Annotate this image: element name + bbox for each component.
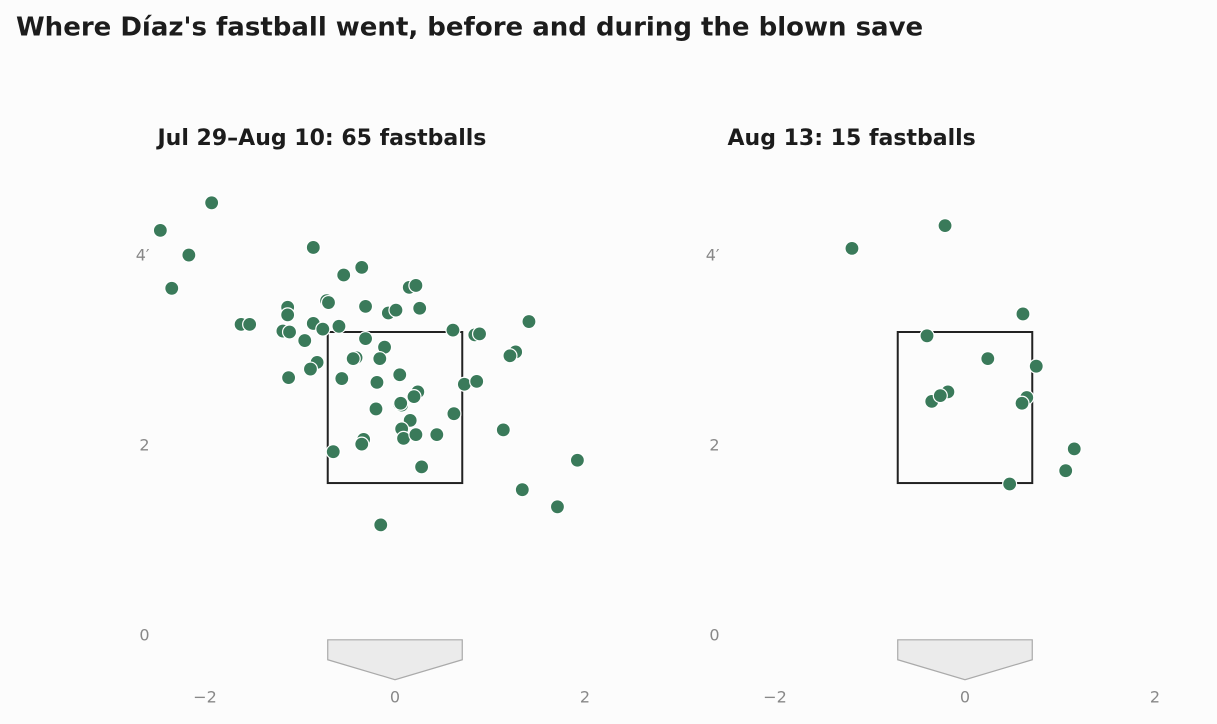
y-tick-label: 2 bbox=[709, 436, 719, 455]
x-tick-label: 0 bbox=[390, 688, 400, 707]
pitch-point bbox=[932, 388, 948, 404]
pitch-point bbox=[336, 267, 352, 283]
pitch-point bbox=[164, 280, 180, 296]
y-tick-label: 0 bbox=[709, 626, 719, 645]
x-tick-label: −2 bbox=[763, 688, 787, 707]
pitch-point bbox=[980, 351, 996, 367]
pitch-point bbox=[408, 277, 424, 294]
panel-title: Jul 29–Aug 10: 65 fastballs bbox=[156, 126, 487, 151]
pitch-point bbox=[204, 195, 220, 211]
y-tick-label: 4′ bbox=[706, 246, 720, 265]
pitch-point bbox=[320, 294, 337, 311]
pitch-point bbox=[281, 324, 298, 340]
pitch-point bbox=[373, 517, 389, 533]
y-tick-label: 2 bbox=[139, 436, 149, 455]
y-tick-label: 0 bbox=[139, 626, 149, 645]
pitch-point bbox=[1066, 441, 1082, 457]
pitch-point bbox=[414, 459, 430, 475]
pitch-point bbox=[357, 298, 374, 314]
pitch-point bbox=[242, 316, 258, 332]
pitch-point bbox=[388, 302, 404, 318]
pitch-point bbox=[446, 406, 462, 422]
pitch-point bbox=[302, 361, 319, 377]
pitch-point bbox=[1058, 463, 1074, 479]
pitch-point bbox=[368, 401, 384, 417]
pitch-point bbox=[445, 322, 461, 338]
pitch-point bbox=[456, 376, 472, 392]
pitch-point bbox=[372, 351, 388, 367]
pitch-point bbox=[937, 218, 953, 234]
pitch-point bbox=[325, 444, 341, 460]
pitch-point bbox=[305, 239, 321, 256]
pitch-point bbox=[514, 482, 530, 498]
pitch-point bbox=[844, 240, 860, 256]
pitch-point bbox=[152, 222, 168, 238]
pitch-point bbox=[392, 367, 408, 383]
pitch-point bbox=[334, 370, 350, 387]
pitch-point bbox=[406, 389, 422, 405]
pitch-point bbox=[280, 307, 296, 323]
pitch-point bbox=[412, 300, 428, 316]
pitch-point bbox=[471, 326, 488, 342]
pitch-point bbox=[1002, 476, 1018, 492]
y-tick-label: 4′ bbox=[136, 246, 150, 265]
page-title: Where Díaz's fastball went, before and d… bbox=[16, 13, 923, 43]
pitch-point bbox=[1028, 358, 1044, 374]
pitch-point bbox=[1014, 395, 1030, 411]
pitch-point bbox=[354, 259, 370, 275]
strike-zone bbox=[326, 331, 464, 485]
pitch-point bbox=[297, 332, 313, 349]
pitch-point bbox=[569, 452, 586, 468]
x-tick-label: 2 bbox=[1150, 688, 1160, 707]
pitch-point bbox=[429, 427, 445, 443]
pitch-point bbox=[502, 348, 518, 364]
pitch-point bbox=[369, 374, 385, 390]
x-tick-label: 2 bbox=[580, 688, 590, 707]
home-plate bbox=[327, 639, 463, 681]
pitch-point bbox=[331, 318, 347, 334]
pitch-point bbox=[345, 351, 361, 367]
pitch-point bbox=[408, 427, 424, 443]
strike-zone bbox=[896, 331, 1034, 485]
pitch-point bbox=[495, 422, 511, 438]
pitch-point bbox=[469, 373, 485, 389]
panel-title: Aug 13: 15 fastballs bbox=[728, 126, 976, 151]
pitch-point bbox=[393, 395, 409, 411]
home-plate bbox=[897, 639, 1033, 681]
pitch-point bbox=[354, 436, 370, 452]
pitch-point bbox=[315, 321, 331, 337]
pitch-point bbox=[181, 247, 197, 263]
x-tick-label: 0 bbox=[960, 688, 970, 707]
x-tick-label: −2 bbox=[193, 688, 217, 707]
pitch-point bbox=[1015, 306, 1031, 322]
pitch-point bbox=[281, 370, 297, 386]
pitch-point bbox=[357, 331, 374, 347]
pitch-point bbox=[919, 328, 935, 344]
pitch-point bbox=[549, 499, 566, 515]
pitch-point bbox=[521, 313, 537, 330]
